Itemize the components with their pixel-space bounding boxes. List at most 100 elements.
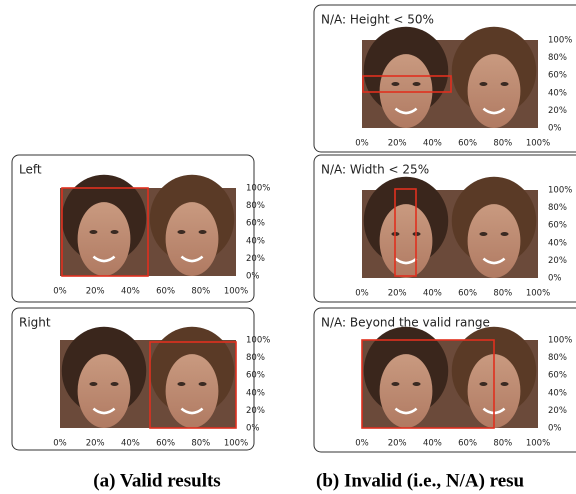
- face: [379, 54, 433, 128]
- eye: [500, 382, 509, 386]
- x-label: 20%: [86, 287, 105, 297]
- y-label: 100%: [548, 186, 572, 196]
- mouth: [394, 257, 418, 265]
- y-label: 60%: [246, 371, 265, 381]
- y-label: 60%: [246, 219, 265, 229]
- eye: [479, 232, 488, 236]
- face: [379, 354, 433, 428]
- mouth: [482, 257, 506, 265]
- panel: [313, 154, 576, 303]
- y-label: 60%: [548, 71, 567, 81]
- panel-title: Right: [19, 316, 51, 330]
- x-label: 20%: [388, 289, 407, 299]
- x-label: 80%: [191, 439, 210, 449]
- x-label: 60%: [458, 439, 477, 449]
- red-box: [149, 341, 237, 429]
- x-label: 100%: [526, 289, 550, 299]
- x-label: 40%: [121, 439, 140, 449]
- x-label: 20%: [388, 439, 407, 449]
- y-label: 0%: [548, 124, 562, 134]
- y-label: 20%: [246, 406, 265, 416]
- caption: (b) Invalid (i.e., N/A) resu: [316, 470, 525, 491]
- mouth: [482, 107, 506, 115]
- y-label: 20%: [548, 256, 567, 266]
- y-label: 40%: [548, 238, 567, 248]
- panel: [11, 154, 255, 303]
- x-label: 100%: [526, 439, 550, 449]
- x-label: 40%: [423, 139, 442, 149]
- panel-title: Left: [19, 163, 42, 177]
- y-label: 20%: [548, 106, 567, 116]
- x-label: 40%: [423, 439, 442, 449]
- y-label: 20%: [246, 254, 265, 264]
- x-label: 0%: [355, 289, 369, 299]
- x-label: 80%: [493, 139, 512, 149]
- x-label: 60%: [458, 289, 477, 299]
- x-label: 60%: [156, 287, 175, 297]
- y-label: 100%: [246, 336, 270, 346]
- y-label: 40%: [246, 388, 265, 398]
- panel: [313, 307, 576, 453]
- eye: [500, 232, 509, 236]
- x-label: 20%: [86, 439, 105, 449]
- x-label: 60%: [156, 439, 175, 449]
- x-label: 40%: [423, 289, 442, 299]
- x-label: 0%: [355, 439, 369, 449]
- x-label: 60%: [458, 139, 477, 149]
- eye: [177, 382, 186, 386]
- face: [379, 204, 433, 278]
- x-label: 0%: [355, 139, 369, 149]
- eye: [177, 230, 186, 234]
- y-label: 80%: [548, 353, 567, 363]
- eye: [89, 230, 98, 234]
- x-label: 80%: [493, 289, 512, 299]
- y-label: 40%: [548, 388, 567, 398]
- face: [77, 202, 131, 276]
- face: [467, 54, 521, 128]
- red-box: [61, 187, 149, 277]
- y-label: 100%: [548, 36, 572, 46]
- panel-title: N/A: Beyond the valid range: [321, 316, 490, 330]
- x-label: 80%: [493, 439, 512, 449]
- face: [165, 354, 219, 428]
- face: [467, 204, 521, 278]
- eye: [412, 382, 421, 386]
- red-box: [362, 75, 452, 93]
- y-label: 60%: [548, 221, 567, 231]
- x-label: 80%: [191, 287, 210, 297]
- y-label: 0%: [246, 424, 260, 434]
- caption: (a) Valid results: [93, 470, 220, 491]
- eye: [479, 382, 488, 386]
- y-label: 80%: [246, 201, 265, 211]
- mouth: [180, 407, 204, 415]
- eye: [110, 382, 119, 386]
- y-label: 40%: [548, 88, 567, 98]
- y-label: 0%: [548, 424, 562, 434]
- mouth: [92, 255, 116, 263]
- panel: [313, 4, 576, 153]
- x-label: 20%: [388, 139, 407, 149]
- y-label: 80%: [246, 353, 265, 363]
- eye: [500, 82, 509, 86]
- panel: [11, 307, 255, 451]
- y-label: 100%: [548, 336, 572, 346]
- y-label: 80%: [548, 53, 567, 63]
- eye: [110, 230, 119, 234]
- eye: [198, 382, 207, 386]
- x-label: 100%: [526, 139, 550, 149]
- y-label: 0%: [548, 274, 562, 284]
- y-label: 100%: [246, 184, 270, 194]
- eye: [391, 382, 400, 386]
- eye: [412, 82, 421, 86]
- face: [165, 202, 219, 276]
- mouth: [180, 255, 204, 263]
- mouth: [394, 107, 418, 115]
- x-label: 40%: [121, 287, 140, 297]
- x-label: 0%: [53, 287, 67, 297]
- x-label: 100%: [224, 439, 248, 449]
- y-label: 80%: [548, 203, 567, 213]
- y-label: 60%: [548, 371, 567, 381]
- y-label: 0%: [246, 272, 260, 282]
- x-label: 0%: [53, 439, 67, 449]
